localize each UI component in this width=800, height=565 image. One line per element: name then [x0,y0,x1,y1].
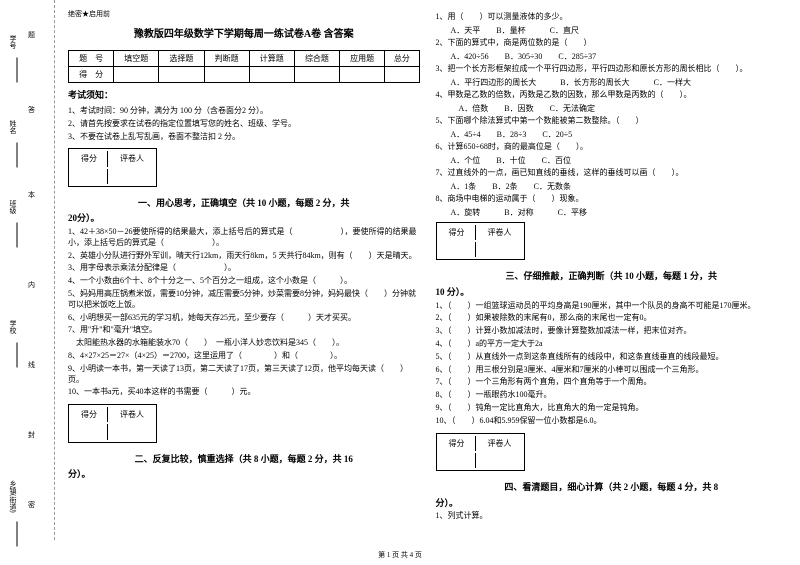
section-1-title: 一、用心思考，正确填空（共 10 小题，每题 2 分，共 [68,197,420,210]
fill-q: 5、妈妈用高压锅煮米饭，需要10分钟，减压需要5分钟，炒菜需要8分钟，妈妈最快（… [68,289,420,311]
fill-q: 太阳能热水器的水箱能装水70（ ） 一瓶小洋人妙恋饮料是345（ ）。 [68,338,420,349]
choice-opts: A．45÷4 B．28÷3 C．20÷5 [436,129,788,140]
field-class: 班级 [8,200,33,241]
choice-opts: A．旋转 B．对称 C．平移 [436,207,788,218]
th: 综合题 [294,50,339,66]
choice-opts: A．个位 B．十位 C．百位 [436,155,788,166]
section-3-suffix: 10 分）。 [436,286,788,299]
binding-margin: 学号 姓名 班级 学校 乡镇(街道) 题 答 本 内 线 封 密 [0,0,55,540]
judge-q: 3、（ ）计算小数加减法时，要像计算整数加减法一样，把末位对齐。 [436,326,788,337]
fill-q: 10、一本书a元，买40本这样的书需要（ ）元。 [68,387,420,398]
confidential-label: 绝密★启用前 [68,10,420,20]
choice-q: 4、甲数是乙数的倍数，丙数是乙数的因数，那么甲数是丙数的（ ）。 [436,90,788,101]
th: 选择题 [159,50,204,66]
right-column: 1、用（ ）可以测量液体的多少。 A．天平 B．量杯 C．直尺 2、下面的算式中… [428,10,796,540]
td-blank [114,66,159,82]
cut-char: 封 [28,430,35,440]
cut-char: 本 [28,190,35,200]
section-4-suffix: 分）。 [436,497,788,510]
fill-q: 9、小明读一本书，第一天读了13页，第二天读了17页，第三天读了12页，他平均每… [68,364,420,386]
judge-q: 4、（ ）a的平方一定大于2a [436,339,788,350]
grade-box: 得分评卷人 [436,433,525,471]
judge-q: 5、（ ）从直线外一点到这条直线所有的线段中，和这条直线垂直的线段最短。 [436,352,788,363]
grade-box: 得分评卷人 [436,222,525,260]
notice: 2、请首先按要求在试卷的指定位置填写您的姓名、班级、学号。 [68,118,420,129]
content-area: 绝密★启用前 豫教版四年级数学下学期每周一练试卷A卷 含答案 题 号 填空题 选… [55,0,800,540]
fill-q: 4、一个小数由6个十、8个十分之一、5个百分之一组成，这个小数是（ ）。 [68,276,420,287]
th: 判断题 [204,50,249,66]
choice-opts: A．天平 B．量杯 C．直尺 [436,25,788,36]
cut-char: 内 [28,280,35,290]
choice-q: 8、商场中电梯的运动属于（ ）现象。 [436,194,788,205]
grade-box: 得分评卷人 [68,404,157,442]
choice-q: 1、用（ ）可以测量液体的多少。 [436,12,788,23]
choice-q: 6、计算650÷68时，商的最高位是（ ）。 [436,142,788,153]
cut-char: 答 [28,105,35,115]
notice-title: 考试须知： [68,89,420,102]
th: 应用题 [340,50,385,66]
fill-q: 2、英雄小分队进行野外军训，晴天行12km，雨天行8km，5 天共行84km，则… [68,251,420,262]
cut-char: 密 [28,500,35,510]
section-2-title: 二、反复比较，慎重选择（共 8 小题，每题 2 分，共 16 [68,453,420,466]
td-label: 得 分 [69,66,114,82]
calc-q: 1、列式计算。 [436,511,788,522]
choice-q: 3、把一个长方形框架拉成一个平行四边形，平行四边形和原长方形的周长相比（ ）。 [436,64,788,75]
judge-q: 2、（ ）如果被除数的末尾有0，那么商的末尾也一定有0。 [436,313,788,324]
notice: 3、不要在试卷上乱写乱画，卷面不整洁扣 2 分。 [68,131,420,142]
judge-q: 7、（ ）一个三角形有两个直角，四个直角等于一个周角。 [436,377,788,388]
left-column: 绝密★启用前 豫教版四年级数学下学期每周一练试卷A卷 含答案 题 号 填空题 选… [60,10,428,540]
choice-opts: A．1条 B．2条 C．无数条 [436,181,788,192]
th: 总分 [385,50,419,66]
choice-opts: A．420÷56 B．305÷30 C．285÷37 [436,51,788,62]
section-3-title: 三、仔细推敲，正确判断（共 10 小题，每题 1 分，共 [436,270,788,283]
section-4-title: 四、看清题目，细心计算（共 2 小题，每题 4 分，共 8 [436,481,788,494]
choice-q: 5、下面哪个除法算式中第一个数能被第二数整除。（ ） [436,116,788,127]
fill-q: 6、小明想买一部635元的学习机，她每天存25元，至少要存（ ）天才买买。 [68,313,420,324]
choice-q: 2、下面的算式中，商是两位数的是（ ） [436,38,788,49]
cut-char: 题 [28,30,35,40]
page-footer: 第 1 页 共 4 页 [0,550,800,560]
fill-q: 7、用"升"和"毫升"填空。 [68,325,420,336]
notice: 1、考试时间：90 分钟，满分为 100 分（含卷面分2 分）。 [68,105,420,116]
score-table: 题 号 填空题 选择题 判断题 计算题 综合题 应用题 总分 得 分 [68,50,420,83]
th: 计算题 [249,50,294,66]
th: 填空题 [114,50,159,66]
field-student-id: 学号 [8,35,33,76]
judge-q: 1、（ ）一组篮球运动员的平均身高是190厘米，其中一个队员的身高不可能是170… [436,301,788,312]
fill-q: 3、用字母表示乘法分配律是（ ）。 [68,263,420,274]
section-1-suffix: 20分）。 [68,212,420,225]
judge-q: 8、（ ）一瓶眼药水100毫升。 [436,390,788,401]
cut-char: 线 [28,360,35,370]
choice-q: 7、过直线外的一点，画已知直线的垂线，这样的垂线可以画（ ）。 [436,168,788,179]
judge-q: 6、（ ）用三根分别是3厘米、4厘米和7厘米的小棒可以围成一个三角形。 [436,365,788,376]
judge-q: 10、（ ）6.04和5.959保留一位小数都是6.0。 [436,416,788,427]
section-2-suffix: 分）。 [68,468,420,481]
fill-q: 8、4×27×25＝27×（4×25）＝2700，这里运用了（ ）和（ ）。 [68,351,420,362]
exam-title: 豫教版四年级数学下学期每周一练试卷A卷 含答案 [68,28,420,42]
field-school: 学校 [8,320,33,361]
choice-opts: A．倍数 B．因数 C．无法确定 [436,103,788,114]
field-name: 姓名 [8,120,33,161]
fill-q: 1、42＋38×50－26要使所得的结果最大，添上括号后的算式是（ ），要使所得… [68,227,420,249]
grade-box: 得分评卷人 [68,148,157,186]
choice-opts: A．平行四边形的周长大 B．长方形的周长大 C．一样大 [436,77,788,88]
judge-q: 9、（ ）钝角一定比直角大，比直角大的角一定是钝角。 [436,403,788,414]
th: 题 号 [69,50,114,66]
